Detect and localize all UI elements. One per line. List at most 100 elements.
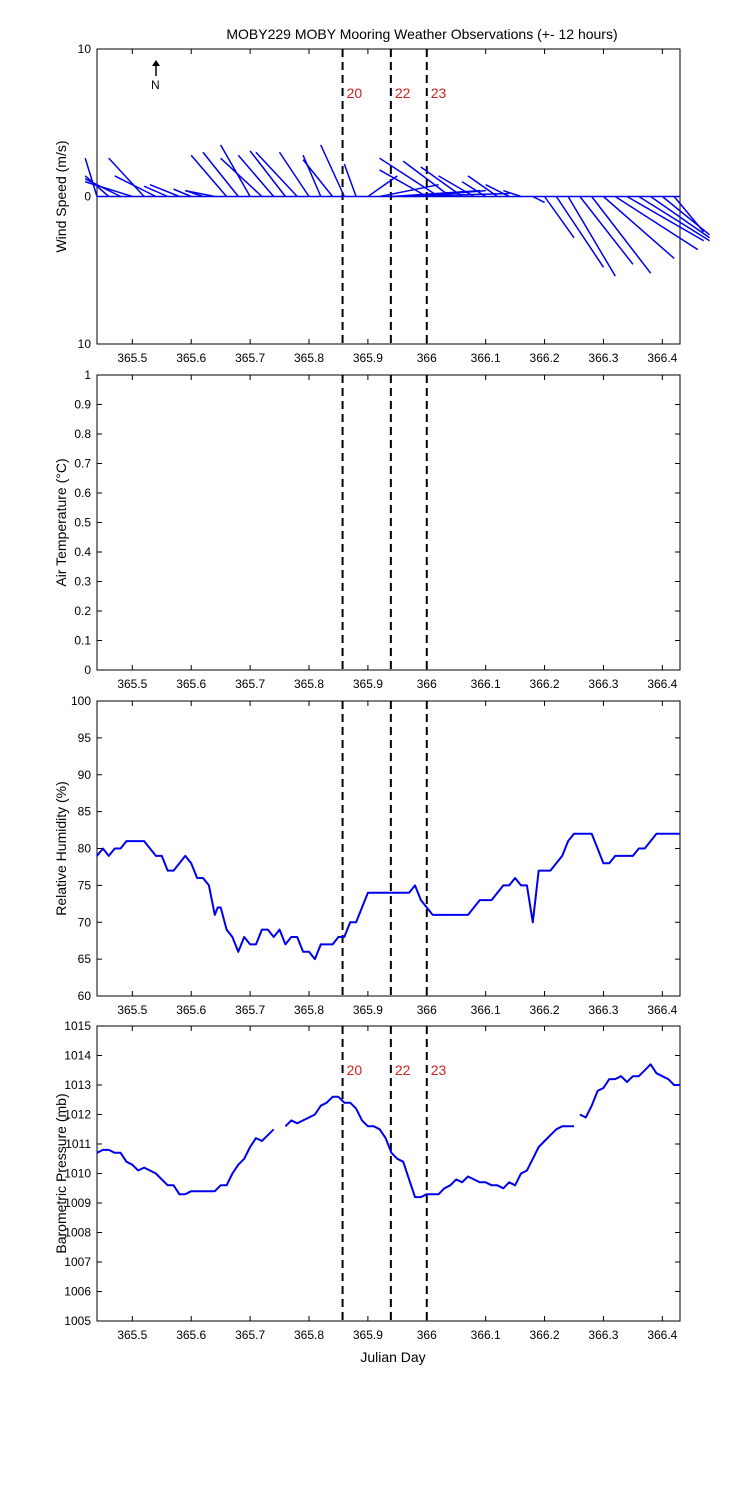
x-tick-label: 365.9: [353, 351, 383, 365]
wind-vector: [438, 175, 475, 198]
x-tick-label: 365.8: [294, 1003, 324, 1017]
wind-vector: [173, 188, 192, 198]
y-tick-label: 1008: [64, 1226, 91, 1240]
x-axis-label: Julian Day: [360, 1349, 425, 1365]
wind-vector: [302, 154, 322, 197]
wind-vector: [149, 184, 180, 198]
x-tick-label: 365.6: [176, 1003, 206, 1017]
wind-vector: [367, 175, 398, 198]
wind-vector: [673, 196, 705, 233]
wind-vector: [638, 195, 710, 242]
y-tick-label: 1007: [64, 1255, 91, 1269]
series-line: [96, 1128, 275, 1196]
x-tick-label: 365.5: [117, 1003, 147, 1017]
wind-vector: [190, 154, 228, 197]
y-tick-label: 1014: [64, 1049, 91, 1063]
wind-vector: [555, 196, 605, 268]
wind-vector: [220, 157, 263, 198]
x-tick-label: 366.1: [471, 1328, 501, 1342]
plot-frame: [96, 1025, 681, 1322]
panel-airtemp: 365.5 365.6 365.7 365.8 365.9 366 366.1 366.2 36…: [53, 368, 681, 691]
x-tick-label: 366.4: [647, 677, 677, 691]
y-tick-label: 1012: [64, 1108, 91, 1122]
wind-vector: [485, 184, 510, 198]
y-tick-label: 95: [78, 731, 92, 745]
wind-vector: [379, 169, 428, 198]
x-tick-label: 366.3: [588, 1328, 618, 1342]
y-tick-label: 70: [78, 915, 92, 929]
x-tick-label: 365.6: [176, 1328, 206, 1342]
y-tick-label: 0: [84, 190, 91, 204]
wind-vector: [414, 189, 486, 198]
x-tick-label: 365.8: [294, 677, 324, 691]
y-axis-label: Relative Humidity (%): [53, 781, 69, 916]
wind-vector: [591, 196, 652, 274]
y-tick-label: 10: [78, 337, 92, 351]
marker-label: 20: [347, 85, 363, 101]
y-tick-label: 0.4: [74, 545, 91, 559]
x-tick-label: 365.9: [353, 1003, 383, 1017]
x-tick-label: 365.5: [117, 351, 147, 365]
y-tick-label: 1005: [64, 1314, 91, 1328]
wind-vector: [379, 183, 439, 198]
x-tick-label: 366.1: [471, 677, 501, 691]
y-axis-label: Air Temperature (°C): [53, 458, 69, 586]
series-line: [284, 1095, 574, 1199]
x-tick-label: 365.7: [235, 677, 265, 691]
y-tick-label: 85: [78, 805, 92, 819]
figure-title: MOBY229 MOBY Mooring Weather Observation…: [226, 26, 617, 42]
wind-vector: [108, 157, 145, 198]
y-axis-label: Wind Speed (m/s): [53, 140, 69, 252]
x-tick-label: 365.9: [353, 677, 383, 691]
x-tick-label: 366.3: [588, 1003, 618, 1017]
y-tick-label: 0.7: [74, 457, 91, 471]
x-tick-label: 366.2: [530, 677, 560, 691]
wind-vector: [237, 154, 275, 197]
x-tick-label: 366.2: [530, 1328, 560, 1342]
y-axis-label: Barometric Pressure (mb): [53, 1093, 69, 1253]
panels: 365.5 365.6 365.7 365.8 365.9 366 366.1 366.2 36…: [53, 42, 711, 1342]
y-tick-label: 80: [78, 842, 92, 856]
wind-vector: [402, 160, 451, 198]
series-line: [96, 832, 680, 961]
x-tick-label: 366: [417, 1003, 437, 1017]
wind-vector: [567, 196, 616, 277]
y-tick-label: 60: [78, 989, 92, 1003]
y-tick-label: 1011: [65, 1137, 91, 1151]
x-tick-label: 366.2: [530, 351, 560, 365]
y-tick-label: 0.2: [74, 604, 91, 618]
wind-vector: [84, 181, 133, 198]
wind-vector: [379, 157, 439, 198]
y-tick-label: 0.5: [74, 516, 91, 530]
x-tick-label: 365.7: [235, 351, 265, 365]
wind-vector: [343, 163, 357, 197]
x-tick-label: 365.7: [235, 1328, 265, 1342]
y-tick-label: 0.8: [74, 427, 91, 441]
x-tick-label: 365.6: [176, 351, 206, 365]
wind-vector: [249, 150, 287, 197]
wind-vector: [626, 195, 705, 242]
wind-vector: [278, 151, 310, 197]
plot-frame: [96, 374, 681, 671]
x-tick-label: 366.4: [647, 351, 677, 365]
wind-vector: [579, 196, 634, 265]
wind-vector: [543, 196, 575, 239]
wind-vector: [185, 189, 215, 198]
x-tick-label: 366.3: [588, 351, 618, 365]
wind-vector: [461, 181, 487, 198]
marker-label: 23: [431, 85, 447, 101]
marker-label: 22: [395, 85, 411, 101]
y-tick-label: 1015: [64, 1019, 91, 1033]
wind-vector: [650, 195, 710, 239]
y-tick-label: 1009: [64, 1196, 91, 1210]
y-tick-label: 0.1: [74, 634, 91, 648]
x-tick-label: 366.1: [471, 351, 501, 365]
x-tick-label: 366.2: [530, 1003, 560, 1017]
north-arrow-head-icon: [152, 60, 160, 66]
y-tick-label: 65: [78, 952, 92, 966]
y-tick-label: 0.6: [74, 486, 91, 500]
series-line: [579, 1063, 680, 1119]
wind-vector: [467, 175, 498, 198]
x-tick-label: 365.8: [294, 1328, 324, 1342]
y-tick-label: 1013: [64, 1078, 91, 1092]
